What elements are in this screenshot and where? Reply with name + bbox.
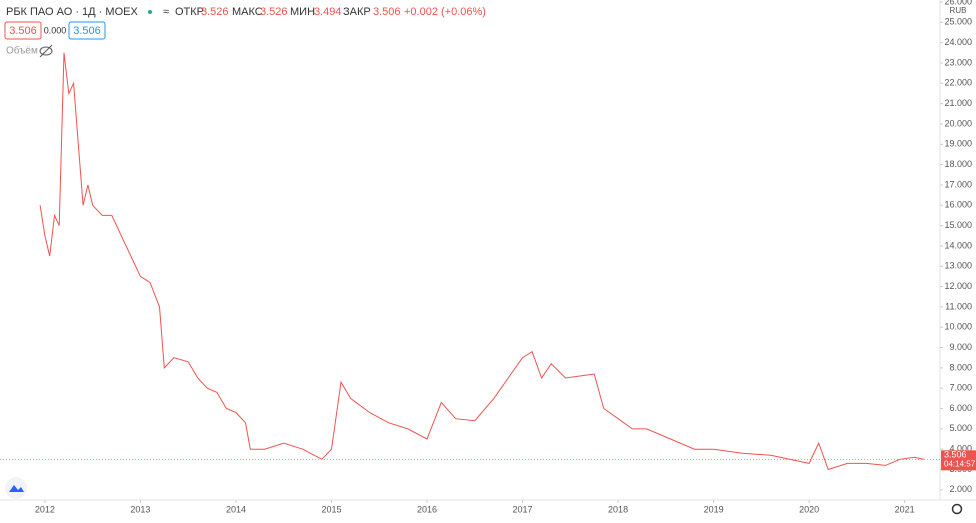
last-price-box [941, 450, 976, 471]
x-tick-label: 2012 [35, 504, 55, 514]
y-tick-label: 10.000 [944, 322, 972, 332]
low-value: 3.494 [314, 6, 342, 18]
y-tick-label: 11.000 [945, 301, 972, 311]
x-tick-label: 2017 [513, 504, 533, 514]
x-tick-label: 2016 [417, 504, 437, 514]
volume-label: Объём [6, 45, 38, 57]
y-tick-label: 23.000 [944, 57, 972, 67]
y-tick-label: 8.000 [949, 362, 972, 372]
y-tick-label: 26.000 [944, 0, 972, 6]
currency: RUB [950, 6, 967, 15]
y-tick-label: 7.000 [949, 383, 972, 393]
y-tick-label: 6.000 [949, 403, 972, 413]
symbol: РБК ПАО АО · 1Д · MOEX [6, 6, 138, 18]
y-tick-label: 20.000 [944, 118, 972, 128]
y-tick-label: 21.000 [944, 98, 972, 108]
y-tick-label: 14.000 [944, 240, 972, 250]
open-label: ОТКР [175, 6, 204, 18]
y-tick-label: 17.000 [944, 179, 972, 189]
price-line [39, 52, 924, 471]
low-label: МИН [290, 6, 315, 18]
ask-box[interactable] [68, 21, 106, 40]
y-tick-label: 5.000 [949, 423, 972, 433]
y-tick-label: 16.000 [944, 200, 972, 210]
y-tick-label: 9.000 [949, 342, 972, 352]
x-tick-label: 2018 [608, 504, 628, 514]
change: +0.002 (+0.06%) [404, 6, 486, 18]
ask[interactable]: 3.506 [73, 25, 101, 37]
status-icon: ≈ [163, 6, 169, 18]
y-tick-label: 13.000 [944, 261, 972, 271]
x-tick-label: 2014 [226, 504, 246, 514]
y-tick-label: 12.000 [944, 281, 972, 291]
high-label: МАКС [232, 6, 263, 18]
y-tick-label: 22.000 [944, 78, 972, 88]
settings-icon[interactable] [951, 503, 963, 515]
status-dot [148, 10, 152, 14]
high-value: 3.526 [260, 6, 288, 18]
bid[interactable]: 3.506 [9, 25, 37, 37]
y-tick-label: 19.000 [944, 139, 972, 149]
y-tick-label: 25.000 [944, 17, 972, 27]
bid-box[interactable] [4, 21, 42, 40]
logo[interactable] [5, 477, 27, 499]
x-tick-label: 2015 [321, 504, 341, 514]
y-tick-label: 18.000 [944, 159, 972, 169]
countdown: 04:14:57 [944, 459, 976, 468]
last-price: 3.506 [944, 450, 967, 460]
x-tick-label: 2021 [895, 504, 915, 514]
x-tick-label: 2020 [799, 504, 819, 514]
spread: 0.000 [44, 25, 67, 35]
x-tick-label: 2019 [704, 504, 724, 514]
y-tick-label: 15.000 [944, 220, 972, 230]
y-tick-label: 24.000 [944, 37, 972, 47]
y-tick-label: 2.000 [949, 484, 972, 494]
open-value: 3.526 [201, 6, 229, 18]
y-tick-label: 4.000 [949, 444, 972, 454]
close-value: 3.506 [373, 6, 401, 18]
hide-icon[interactable] [39, 44, 53, 58]
close-label: ЗАКР [343, 6, 371, 18]
x-tick-label: 2013 [130, 504, 150, 514]
